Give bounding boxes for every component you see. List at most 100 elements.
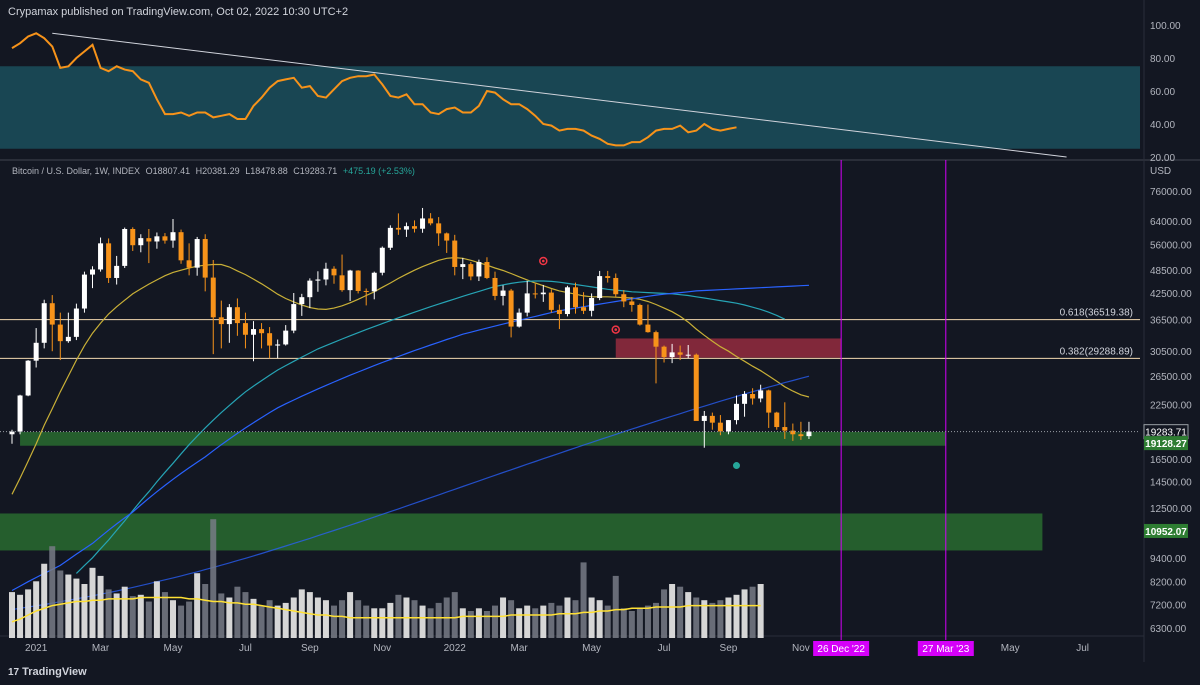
- volume-bar: [89, 567, 96, 638]
- volume-bar: [202, 584, 209, 638]
- volume-bar: [25, 589, 32, 638]
- volume-bar: [282, 602, 289, 638]
- candle-body: [613, 277, 619, 295]
- price-tick-label: 8200.00: [1150, 578, 1187, 589]
- tradingview-logo[interactable]: 17 TradingView: [8, 666, 87, 678]
- candle-body: [725, 420, 731, 432]
- volume-bar: [322, 600, 329, 638]
- price-tick-label: 30500.00: [1150, 347, 1192, 358]
- candle-body: [17, 395, 23, 432]
- volume-bar: [427, 608, 434, 638]
- candle-body: [226, 307, 232, 325]
- candle-body: [685, 354, 691, 356]
- time-tick-label: Nov: [792, 643, 810, 654]
- volume-bar: [129, 596, 136, 638]
- volume-bar: [355, 600, 362, 638]
- candle-body: [581, 307, 587, 311]
- price-tick-label: 64000.00: [1150, 217, 1192, 228]
- volume-bar: [363, 605, 370, 638]
- candle-body: [621, 294, 627, 302]
- rsi-tick-label: 60.00: [1150, 87, 1175, 98]
- time-tick-label: Mar: [92, 643, 110, 654]
- candle-body: [251, 329, 256, 335]
- candle-body: [589, 298, 595, 311]
- date-marker-tag: [917, 641, 974, 656]
- rsi-tick-label: 20.00: [1150, 153, 1175, 164]
- candle-body: [363, 290, 369, 292]
- change-value: +475.19 (+2.53%): [342, 166, 415, 176]
- volume-bar: [226, 597, 233, 638]
- time-tick-label: Sep: [720, 643, 738, 654]
- rsi-tick-label: 80.00: [1150, 54, 1175, 65]
- volume-bar: [290, 597, 297, 638]
- candle-body: [315, 279, 321, 281]
- candle-body: [25, 360, 31, 396]
- volume-bar: [137, 594, 144, 638]
- candle-body: [275, 344, 281, 346]
- volume-bar: [186, 601, 193, 638]
- volume-bar: [596, 600, 603, 638]
- volume-bar: [451, 592, 458, 638]
- time-tick-label: Jul: [658, 643, 671, 654]
- time-tick-label: 2022: [444, 643, 467, 654]
- volume-bar: [194, 573, 201, 638]
- footer-bar: [0, 662, 1200, 685]
- candle-body: [130, 229, 136, 246]
- last-price-tag-label: 19283.71: [1145, 428, 1187, 439]
- rsi-line: [11, 32, 737, 147]
- volume-bar: [339, 600, 346, 638]
- volume-bar: [234, 586, 241, 638]
- volume-bar: [741, 589, 748, 638]
- volume-bar: [467, 611, 474, 638]
- candle-body: [556, 309, 562, 315]
- volume-bar: [347, 592, 354, 638]
- volume-bar: [516, 608, 523, 638]
- time-tick-label: Jul: [239, 643, 252, 654]
- candle-body: [484, 262, 490, 278]
- candle-body: [339, 275, 345, 291]
- volume-bar: [677, 586, 684, 638]
- volume-bar: [41, 563, 48, 638]
- open-value: O18807.41: [145, 166, 191, 176]
- candle-body: [717, 422, 723, 432]
- candle-body: [307, 280, 313, 298]
- fib-level-label: 0.382(29288.89): [1060, 346, 1133, 357]
- volume-bar: [483, 611, 490, 638]
- volume-bar: [628, 611, 635, 638]
- candle-body: [508, 290, 514, 327]
- time-tick-label: Mar: [511, 643, 529, 654]
- candle-body: [532, 293, 538, 295]
- candle-body: [98, 243, 104, 270]
- candle-body: [57, 324, 63, 342]
- resistance-zone: [615, 338, 842, 358]
- candle-body: [500, 290, 506, 296]
- candle-body: [701, 415, 707, 421]
- volume-bar: [580, 562, 587, 638]
- time-tick-label: May: [164, 643, 183, 654]
- candle-body: [291, 304, 297, 331]
- volume-bar: [298, 589, 305, 638]
- volume-bar: [636, 608, 643, 638]
- candle-body: [782, 427, 788, 431]
- price-tick-label: 22500.00: [1150, 401, 1192, 412]
- time-tick-label: 2021: [25, 643, 48, 654]
- candle-body: [81, 274, 87, 309]
- candle-body: [476, 262, 482, 277]
- candle-body: [283, 330, 289, 345]
- volume-bar: [97, 575, 104, 638]
- zone-price-tag-label: 19128.27: [1145, 439, 1187, 450]
- volume-bar: [379, 608, 386, 638]
- volume-bar: [242, 592, 249, 638]
- time-tick-label: Jul: [1076, 643, 1089, 654]
- price-tick-label: 48500.00: [1150, 266, 1192, 277]
- volume-bar: [749, 586, 756, 638]
- volume-bar: [717, 600, 724, 638]
- volume-bar: [65, 574, 72, 638]
- candle-body: [677, 352, 683, 355]
- candle-body: [750, 394, 756, 399]
- price-tick-label: 6300.00: [1150, 624, 1187, 635]
- volume-bar: [49, 546, 56, 638]
- volume-bar: [371, 608, 378, 638]
- candle-body: [524, 293, 530, 313]
- candle-body: [299, 297, 305, 305]
